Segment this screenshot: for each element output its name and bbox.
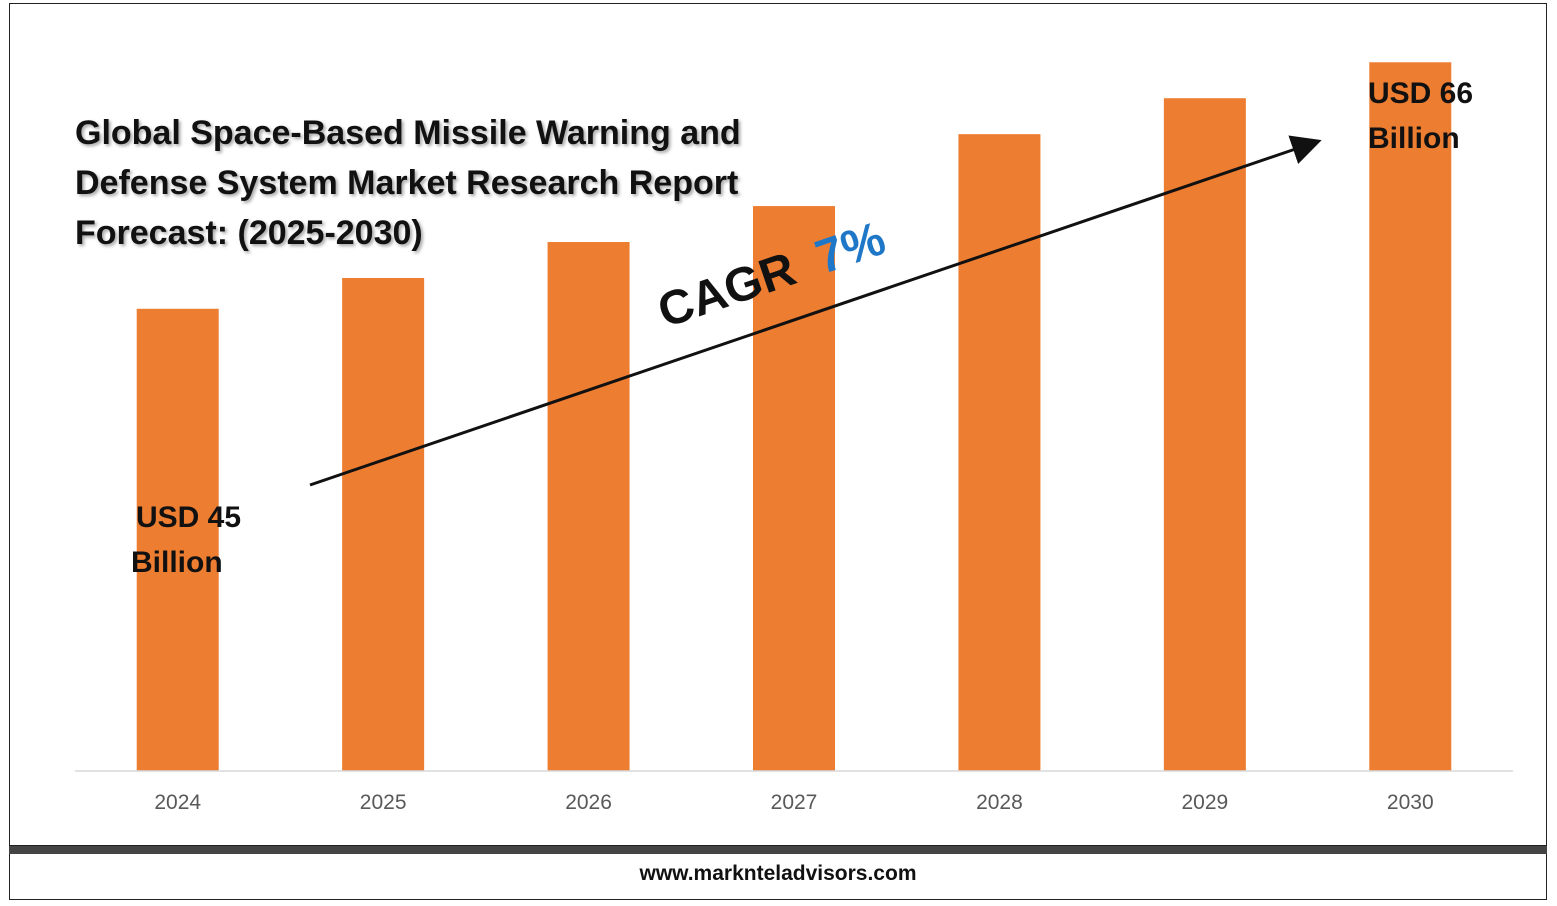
x-tick-2029: 2029 bbox=[1181, 791, 1228, 814]
x-tick-2025: 2025 bbox=[360, 791, 407, 814]
bar-2028 bbox=[958, 134, 1041, 771]
bar-2024 bbox=[136, 308, 219, 771]
trend-arrow bbox=[309, 135, 1322, 487]
bar-2030 bbox=[1369, 62, 1452, 772]
end-value-line1: USD 66 bbox=[1368, 77, 1473, 110]
chart-title: Global Space-Based Missile Warning and D… bbox=[75, 114, 741, 252]
bar-2026 bbox=[547, 242, 630, 771]
footer-divider bbox=[9, 846, 1547, 854]
bar-2027 bbox=[753, 206, 835, 772]
start-value-line2: Billion bbox=[131, 546, 223, 579]
start-value-line1: USD 45 bbox=[136, 501, 241, 534]
bars-group bbox=[136, 62, 1452, 772]
bar-2029 bbox=[1163, 98, 1246, 771]
end-value-line2: Billion bbox=[1368, 122, 1460, 155]
x-tick-2027: 2027 bbox=[771, 791, 818, 814]
website-link[interactable]: www.marknteladvisors.com bbox=[639, 862, 917, 885]
x-tick-2026: 2026 bbox=[565, 791, 612, 814]
x-tick-2030: 2030 bbox=[1387, 791, 1434, 814]
x-tick-2024: 2024 bbox=[154, 791, 201, 814]
bar-2025 bbox=[342, 277, 425, 771]
x-tick-2028: 2028 bbox=[976, 791, 1023, 814]
footer: www.marknteladvisors.com bbox=[9, 854, 1547, 900]
x-tick-labels: 2024 2025 2026 2027 2028 2029 2030 bbox=[154, 791, 1433, 814]
